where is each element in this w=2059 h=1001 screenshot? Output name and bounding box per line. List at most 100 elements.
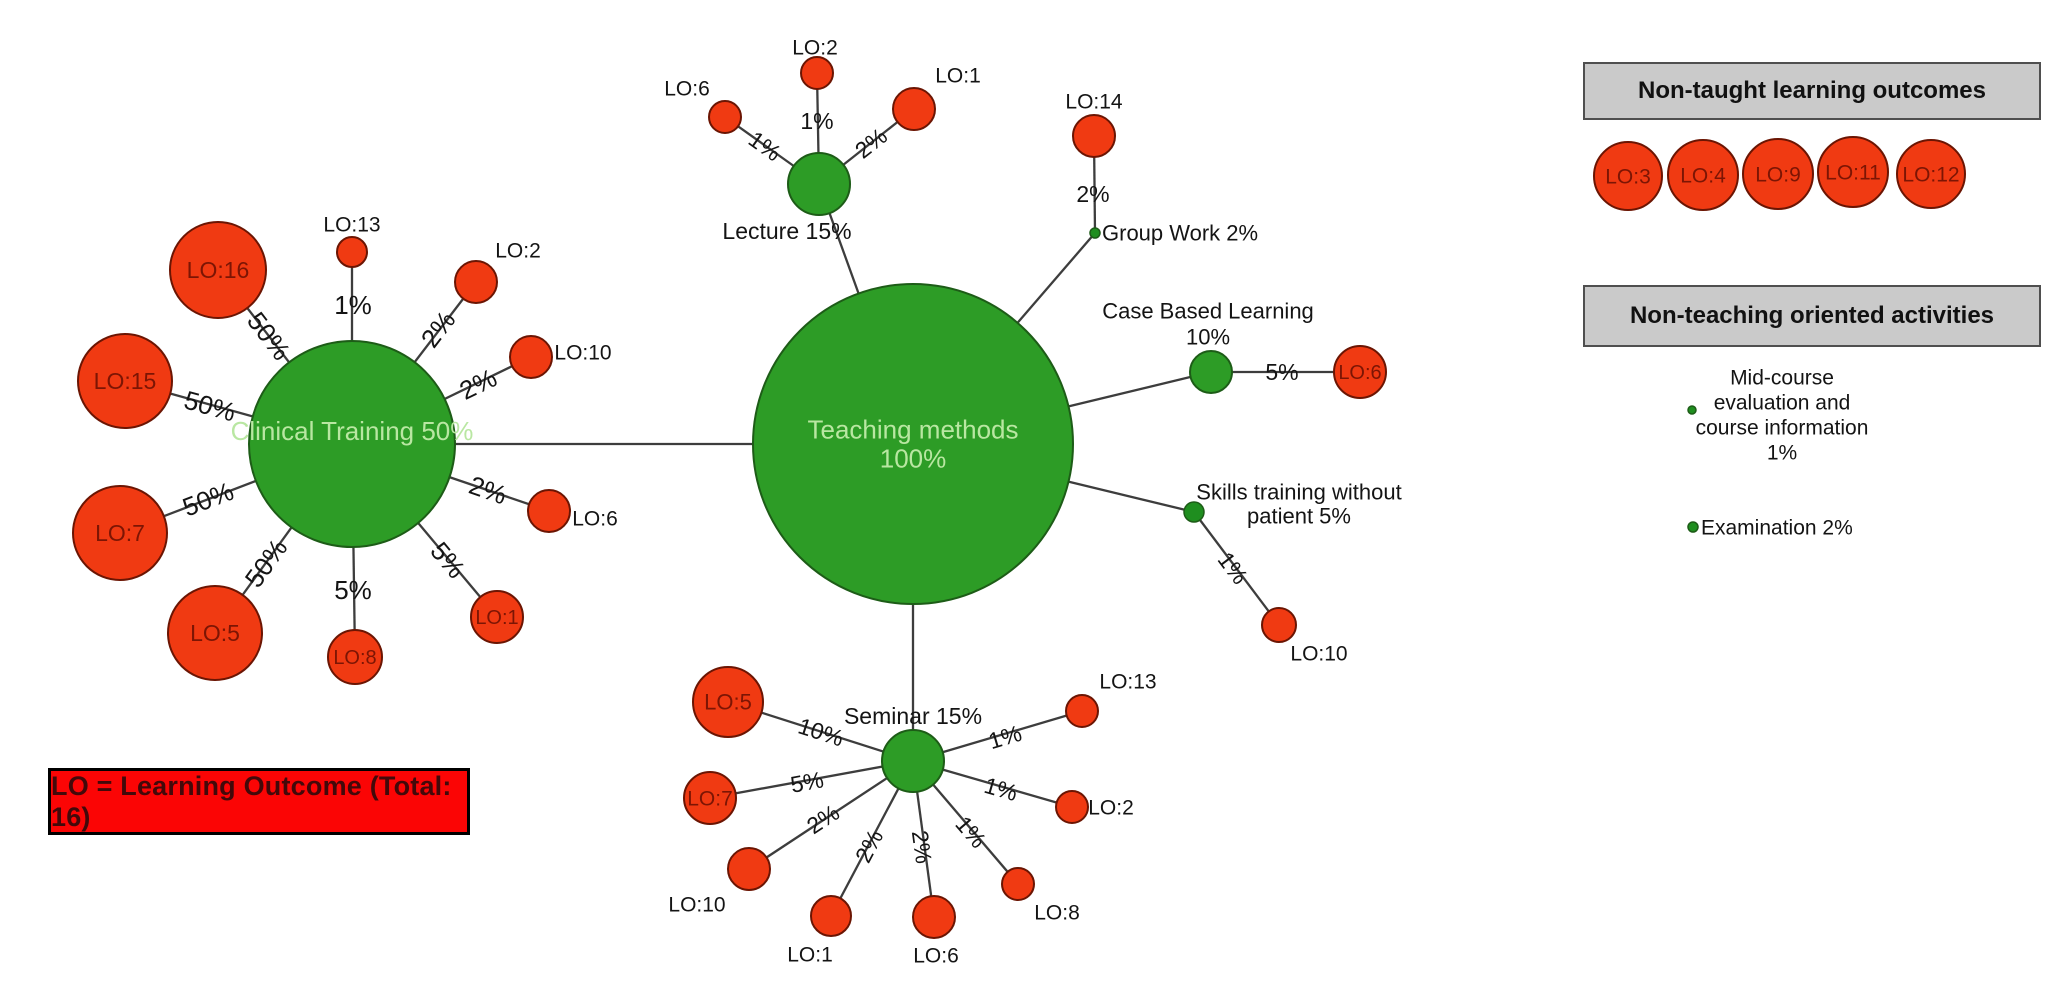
node-lo11R — [1817, 136, 1889, 208]
legend-box: LO = Learning Outcome (Total: 16) — [48, 768, 470, 835]
node-label-middot-3: 1% — [1767, 441, 1797, 464]
node-cbl — [1189, 350, 1233, 394]
edge-seminar-lo7S — [709, 759, 914, 800]
node-lo2Lec — [800, 56, 834, 90]
node-label-lo4R: LO:4 — [1680, 164, 1726, 187]
node-label-skillsdot-0: Skills training without — [1196, 480, 1401, 505]
node-label-lo8S: LO:8 — [1034, 901, 1080, 924]
node-label-lo13S: LO:13 — [1099, 670, 1156, 693]
node-lo13S — [1065, 694, 1099, 728]
node-lo1S — [810, 895, 852, 937]
node-lo2L — [454, 260, 498, 304]
edge-label-seminar-lo7S: 5% — [788, 766, 825, 798]
node-label-lo2Lec: LO:2 — [792, 36, 838, 59]
node-label-lo10Se: LO:10 — [668, 893, 725, 916]
edge-label-seminar-lo10Se: 2% — [802, 799, 844, 839]
node-lo8L — [327, 629, 383, 685]
node-label-cbl-0: Case Based Learning — [1102, 299, 1314, 324]
edge-label-lecture-lo2Lec: 1% — [800, 108, 833, 134]
node-label-lo10Sk: LO:10 — [1290, 642, 1347, 665]
node-label-middot-2: course information — [1696, 416, 1869, 439]
node-label-lo5S: LO:5 — [704, 690, 752, 715]
node-label-middot-0: Mid-course — [1730, 366, 1834, 389]
node-label-lo16: LO:16 — [187, 257, 250, 283]
node-label-teaching-0: Teaching methods — [807, 415, 1018, 445]
node-lo6Lec — [708, 100, 742, 134]
edge-label-lecture-lo1Lec: 2% — [850, 123, 892, 164]
node-lo10L — [509, 335, 553, 379]
node-label-examdot: Examination 2% — [1701, 516, 1853, 539]
edge-label-seminar-lo1S: 2% — [850, 825, 889, 867]
node-label-middot-1: evaluation and — [1714, 391, 1851, 414]
non-taught-outcomes-title: Non-taught learning outcomes — [1638, 77, 1986, 104]
node-label-lo9R: LO:9 — [1755, 163, 1801, 186]
edge-label-seminar-lo2S: 1% — [981, 772, 1020, 806]
node-label-lo1S: LO:1 — [787, 943, 833, 966]
node-lo14 — [1072, 114, 1116, 158]
edge-label-clinical-lo2L: 2% — [415, 305, 462, 353]
edge-label-lecture-lo6Lec: 1% — [744, 126, 786, 166]
node-label-lo8L: LO:8 — [333, 647, 376, 669]
node-lo6C — [1333, 345, 1387, 399]
edge-seminar-lo10Se — [748, 760, 914, 870]
node-label-lo12R: LO:12 — [1902, 163, 1959, 186]
edge-label-clinical-lo6L: 2% — [465, 470, 510, 511]
node-label-lo1L: LO:1 — [475, 607, 518, 629]
edge-label-clinical-lo10L: 2% — [455, 362, 502, 405]
legend-text: LO = Learning Outcome (Total: 16) — [51, 770, 452, 832]
node-label-lo2S: LO:2 — [1088, 796, 1134, 819]
node-seminar — [881, 729, 945, 793]
node-lo10Sk — [1261, 607, 1297, 643]
node-label-lo11R: LO:11 — [1825, 161, 1881, 184]
node-examdot — [1687, 521, 1699, 533]
node-lo16 — [169, 221, 267, 319]
node-label-lo3R: LO:3 — [1605, 165, 1651, 188]
node-middot — [1687, 405, 1697, 415]
node-lo1Lec — [892, 87, 936, 131]
node-label-lo7S: LO:7 — [687, 787, 733, 810]
node-label-lo6L: LO:6 — [572, 507, 618, 530]
node-label-lo6Lec: LO:6 — [664, 77, 710, 100]
edge-label-clinical-lo5L: 50% — [239, 533, 294, 593]
node-label-lo13L: LO:13 — [323, 213, 380, 236]
node-clinical — [248, 340, 456, 548]
node-label-lo6S: LO:6 — [913, 944, 959, 967]
node-label-lo7L: LO:7 — [95, 520, 145, 546]
non-teaching-activities-title: Non-teaching oriented activities — [1629, 302, 1995, 329]
node-label-teaching-1: 100% — [880, 444, 947, 474]
edge-skillsdot-lo10Sk — [1193, 511, 1280, 626]
node-lo8S — [1001, 867, 1035, 901]
node-label-lo5L: LO:5 — [190, 620, 240, 646]
node-lo12R — [1896, 139, 1966, 209]
node-skillsdot — [1183, 501, 1205, 523]
node-lo7S — [683, 771, 737, 825]
non-taught-outcomes-header: Non-taught learning outcomes — [1583, 62, 2041, 120]
node-label-clinical: Clinical Training 50% — [231, 416, 474, 446]
edge-label-seminar-lo6S: 2% — [907, 829, 937, 865]
node-lo7L — [72, 485, 168, 581]
node-label-lo10L: LO:10 — [554, 341, 611, 364]
node-lo6S — [912, 895, 956, 939]
node-lo9R — [1742, 138, 1814, 210]
non-teaching-activities-header: Non-teaching oriented activities — [1583, 285, 2041, 347]
edge-label-clinical-lo7L: 50% — [178, 476, 237, 523]
edge-label-clinical-lo13L: 1% — [334, 290, 372, 320]
node-label-lo1Lec: LO:1 — [935, 64, 981, 87]
node-lo1L — [470, 590, 524, 644]
node-lo2S — [1055, 790, 1089, 824]
node-lo5L — [167, 585, 263, 681]
node-lo3R — [1593, 141, 1663, 211]
node-lecture — [787, 152, 851, 216]
node-label-lo2L: LO:2 — [495, 239, 541, 262]
node-lo4R — [1667, 139, 1739, 211]
node-label-lecture: Lecture 15% — [722, 218, 851, 244]
node-lo15 — [77, 333, 173, 429]
node-label-lo15: LO:15 — [94, 368, 157, 394]
node-label-cbl-1: 10% — [1186, 325, 1230, 350]
edge-label-clinical-lo8L: 5% — [334, 575, 372, 605]
node-lo6L — [527, 489, 571, 533]
node-groupdot — [1089, 227, 1101, 239]
node-teaching — [752, 283, 1074, 605]
